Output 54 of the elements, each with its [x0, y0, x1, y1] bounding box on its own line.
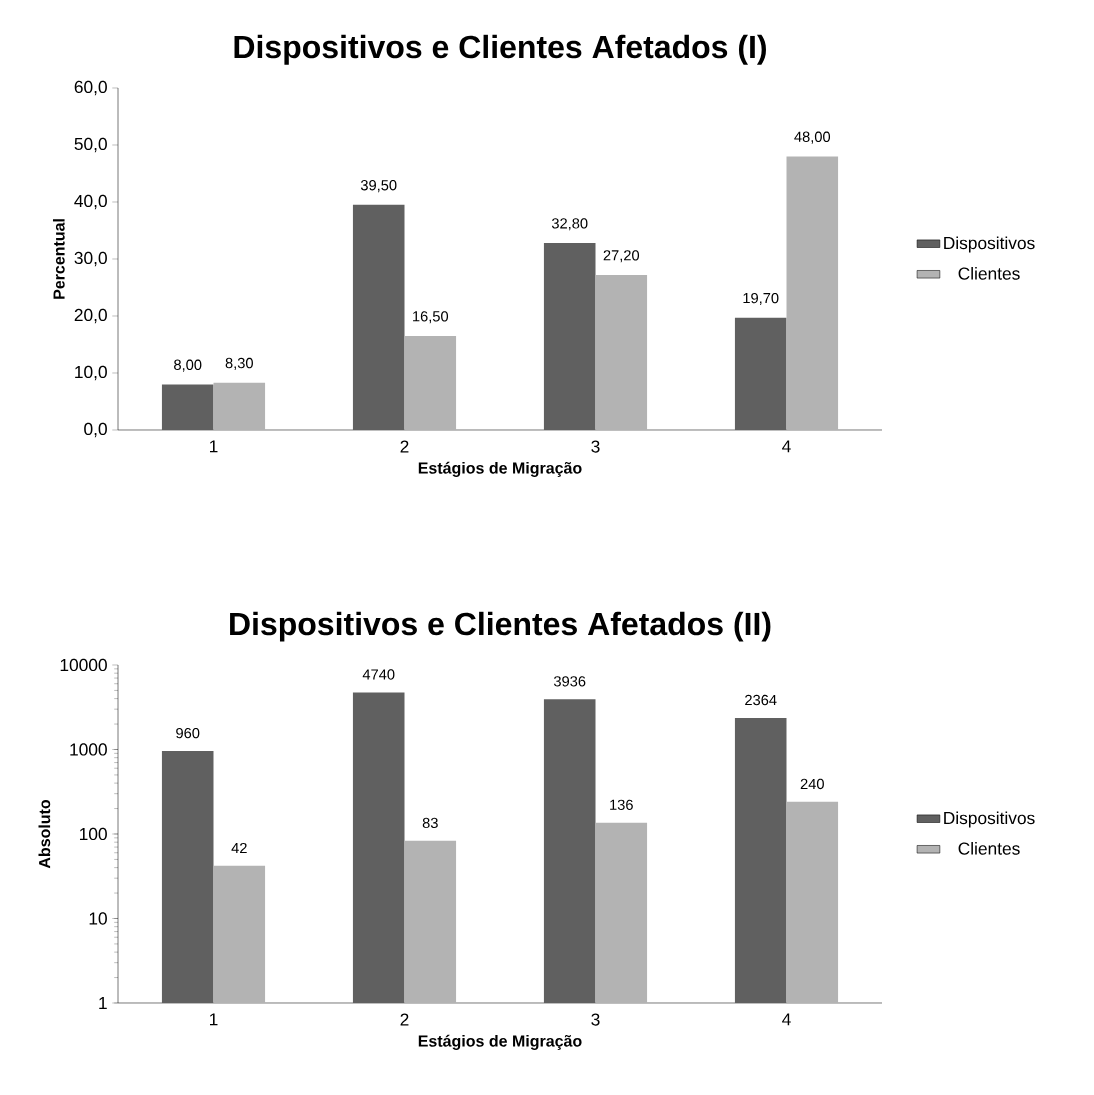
bar [161, 384, 214, 430]
y-tick-label: 60,0 [74, 80, 107, 96]
bar [352, 204, 405, 430]
y-tick-label: 1000 [70, 743, 107, 756]
chart-title: Dispositivos e Clientes Afetados (I) [234, 34, 766, 65]
data-label: 136 [610, 799, 633, 810]
data-label: 4740 [362, 669, 395, 680]
x-tick-label: 2 [400, 440, 409, 453]
x-tick-label: 1 [210, 1013, 218, 1026]
data-label: 240 [800, 778, 824, 790]
data-label: 2364 [745, 694, 777, 706]
legend-label: Dispositivos [944, 811, 1035, 828]
x-tick-label: 1 [210, 440, 218, 453]
data-label: 27,20 [603, 250, 640, 263]
y-axis-title: Percentual [52, 219, 65, 299]
x-axis-title: Estágios de Migração [418, 461, 582, 477]
legend-label: Clientes [958, 266, 1020, 280]
x-tick-label: 4 [782, 440, 791, 453]
bar [404, 335, 457, 430]
x-tick-label: 3 [591, 440, 600, 453]
data-label: 960 [176, 727, 200, 739]
data-label: 83 [422, 817, 438, 829]
bar [734, 317, 787, 430]
y-axis-title: Absoluto [38, 799, 51, 869]
data-label: 48,00 [794, 131, 831, 144]
y-tick-label: 10,0 [75, 365, 107, 381]
data-label: 42 [231, 842, 247, 854]
data-label: 16,50 [413, 311, 449, 324]
y-tick-label: 0,0 [84, 422, 107, 438]
legend-label: Clientes [958, 841, 1020, 855]
y-tick-label: 1 [99, 997, 107, 1009]
y-tick-label: 40,0 [74, 194, 107, 210]
y-tick-label: 50,0 [74, 137, 107, 153]
y-tick-label: 100 [80, 827, 107, 841]
y-tick-label: 10 [89, 912, 107, 925]
bar [543, 243, 596, 430]
y-tick-label: 20,0 [74, 308, 107, 324]
data-label: 39,50 [360, 180, 397, 193]
bar [595, 274, 648, 430]
y-tick-label: 30,0 [74, 251, 107, 267]
x-tick-label: 3 [591, 1013, 600, 1026]
x-tick-label: 4 [782, 1013, 791, 1026]
data-label: 32,80 [551, 218, 588, 231]
bar [786, 156, 839, 430]
bar [213, 382, 266, 430]
x-tick-label: 2 [400, 1013, 409, 1026]
y-tick-label: 10000 [60, 658, 107, 672]
data-label: 19,70 [743, 292, 779, 305]
data-label: 3936 [553, 676, 586, 687]
chart-title: Dispositivos e Clientes Afetados (II) [230, 611, 771, 642]
legend-label: Dispositivos [944, 236, 1035, 253]
data-label: 8,00 [174, 359, 202, 372]
x-axis-title: Estágios de Migração [418, 1034, 582, 1050]
data-label: 8,30 [225, 357, 253, 370]
